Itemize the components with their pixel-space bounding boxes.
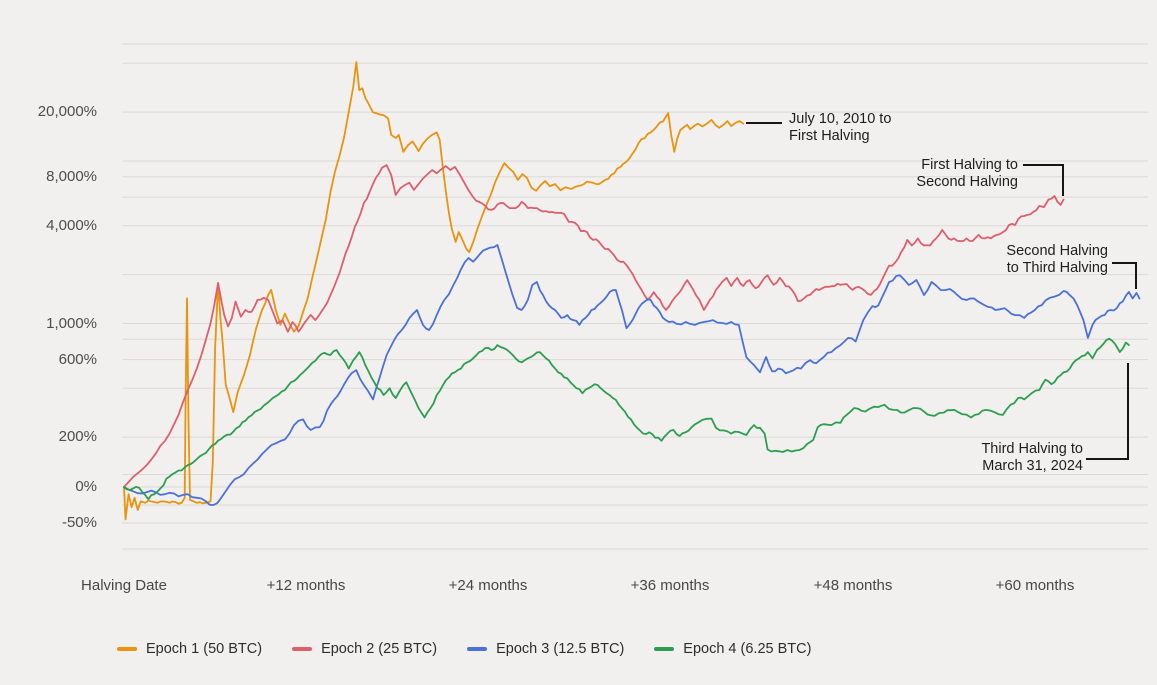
legend-swatch — [654, 647, 675, 651]
annotation-epoch3-line2: to Third Halving — [1006, 259, 1108, 276]
annotation-epoch2-line2: Second Halving — [916, 173, 1018, 190]
annotation-epoch3: Second Halving to Third Halving — [952, 243, 1108, 276]
annotation-epoch1-line2: First Halving — [789, 127, 870, 144]
legend-swatch — [117, 647, 137, 651]
annotation-epoch4-line2: March 31, 2024 — [982, 457, 1083, 474]
annotation-connectors — [746, 122, 1137, 460]
x-axis-label: +24 months — [448, 577, 528, 594]
legend-swatch — [467, 647, 488, 651]
legend-label: Epoch 3 (12.5 BTC) — [496, 641, 625, 657]
y-axis-label: 8,000% — [46, 168, 97, 185]
connector-epoch3 — [1112, 262, 1137, 289]
series-lines — [123, 61, 1141, 521]
x-axis-label: Halving Date — [81, 577, 167, 594]
series-line-4 — [123, 337, 1130, 501]
y-axis-label: 200% — [58, 428, 97, 445]
connector-epoch4 — [1086, 363, 1129, 460]
annotation-epoch4: Third Halving to March 31, 2024 — [927, 441, 1083, 474]
gridlines — [122, 43, 1148, 550]
y-axis-label: 600% — [58, 351, 97, 368]
y-axis-label: 1,000% — [46, 315, 97, 332]
x-axis-label: +60 months — [995, 577, 1075, 594]
y-axis-label: 0% — [75, 478, 97, 495]
annotation-epoch2: First Halving to Second Halving — [862, 157, 1018, 190]
annotation-epoch1: July 10, 2010 to First Halving — [789, 111, 919, 144]
legend-item-epoch4: Epoch 4 (6.25 BTC) — [654, 640, 811, 658]
y-axis-label: -50% — [61, 514, 97, 531]
series-line-1 — [123, 61, 745, 521]
annotation-epoch3-line1: Second Halving — [1006, 243, 1108, 259]
y-axis-label: 4,000% — [46, 217, 97, 234]
connector-epoch2 — [1023, 164, 1064, 196]
annotation-epoch2-line1: First Halving to — [921, 157, 1018, 173]
legend-label: Epoch 2 (25 BTC) — [321, 641, 438, 657]
annotation-epoch4-line1: Third Halving to — [981, 441, 1083, 457]
legend-label: Epoch 1 (50 BTC) — [146, 641, 263, 657]
legend: Epoch 1 (50 BTC) Epoch 2 (25 BTC) Epoch … — [117, 640, 811, 658]
series-line-2 — [123, 164, 1065, 488]
legend-item-epoch3: Epoch 3 (12.5 BTC) — [467, 640, 624, 658]
legend-label: Epoch 4 (6.25 BTC) — [683, 641, 812, 657]
x-axis-label: +36 months — [630, 577, 710, 594]
legend-swatch — [292, 647, 313, 651]
legend-item-epoch1: Epoch 1 (50 BTC) — [117, 640, 262, 658]
y-axis-label: 20,000% — [37, 103, 97, 120]
x-axis-label: +48 months — [813, 577, 893, 594]
series-line-3 — [123, 244, 1141, 506]
x-axis-label: +12 months — [266, 577, 346, 594]
legend-item-epoch2: Epoch 2 (25 BTC) — [292, 640, 437, 658]
annotation-epoch1-line1: July 10, 2010 to — [789, 111, 892, 127]
